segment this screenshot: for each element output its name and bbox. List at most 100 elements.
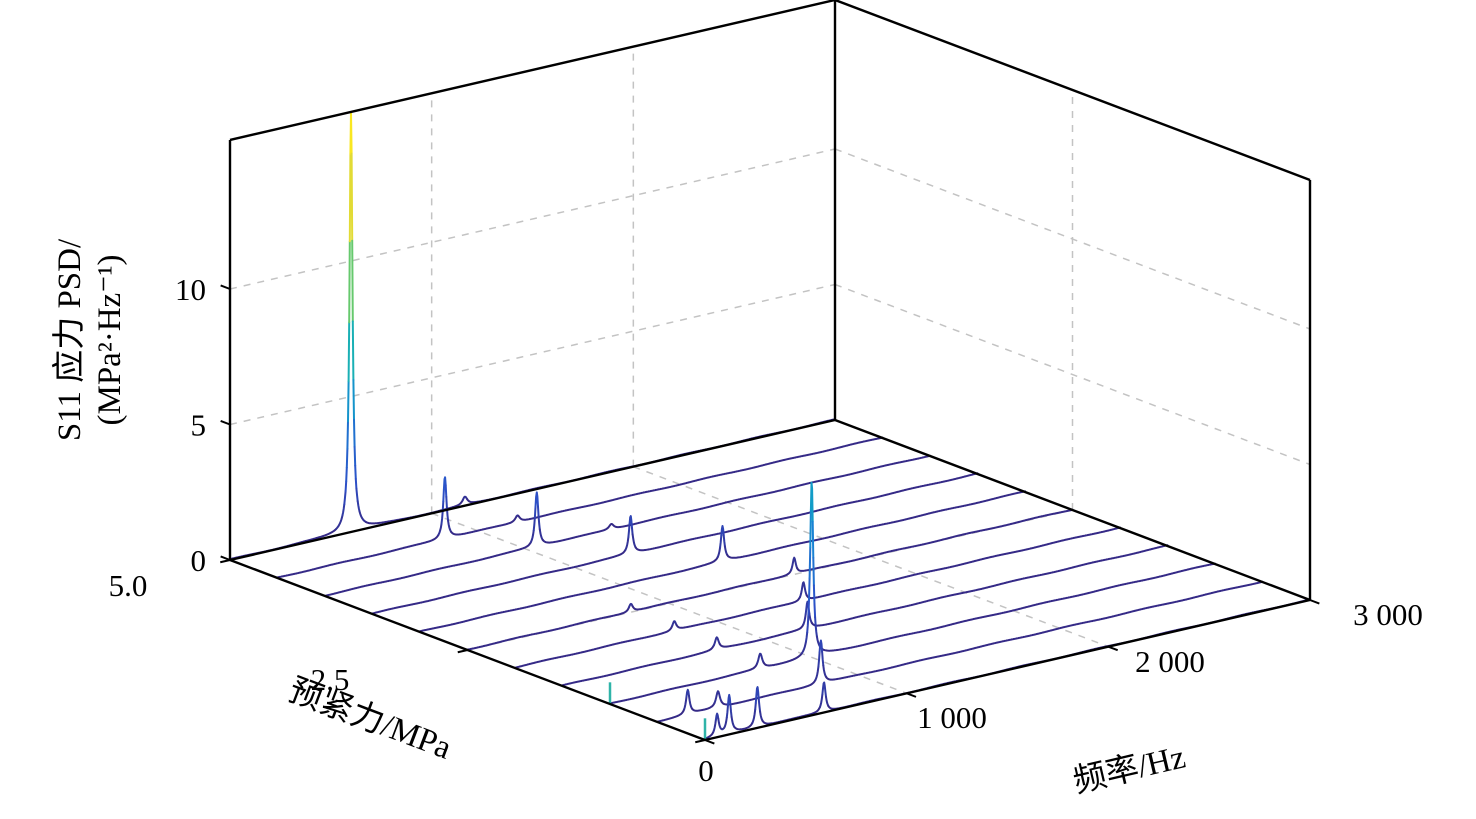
x-tick-label: 3 000 (1353, 597, 1423, 632)
trace-p5 (229, 528, 337, 561)
trace-p1 (812, 556, 815, 587)
box-edge (229, 0, 836, 142)
trace-p0.5 (822, 664, 828, 679)
x-axis-tick (906, 692, 917, 698)
trace-p5 (350, 152, 354, 242)
trace-p5 (461, 495, 469, 501)
trace-p5 (344, 480, 348, 493)
trace-p1 (805, 631, 809, 643)
trace-p5 (353, 445, 357, 467)
trace-p1 (820, 562, 1216, 652)
trace-p0 (717, 716, 728, 731)
trace-p0 (751, 708, 757, 725)
trace-p4.5 (517, 436, 884, 521)
x-tick-label: 2 000 (1135, 644, 1205, 679)
z-axis-tick (220, 555, 231, 561)
trace-p1 (807, 599, 810, 616)
trace-p0 (819, 693, 824, 708)
trace-p2 (675, 596, 801, 629)
box-edge (229, 418, 836, 562)
trace-p3.5 (631, 527, 634, 536)
trace-p4 (324, 541, 532, 597)
trace-p4 (529, 529, 535, 544)
trace-p3 (419, 556, 719, 633)
trace-p5 (349, 110, 353, 155)
x-tick-label: 0 (698, 753, 714, 788)
trace-p5 (352, 379, 355, 421)
trace-p3.5 (631, 533, 637, 549)
trace-p4.5 (440, 510, 444, 525)
trace-p1 (808, 577, 811, 602)
z-axis-tick (220, 284, 231, 290)
trace-p1 (813, 603, 817, 619)
trace-p4.5 (447, 519, 453, 533)
trace-p1 (814, 624, 818, 638)
trace-p5 (341, 503, 346, 517)
trace-p2 (671, 620, 678, 627)
trace-p5 (346, 420, 349, 450)
trace-p4.5 (445, 495, 448, 509)
y-tick-label: 2.5 (311, 662, 350, 697)
trace-p1.5 (808, 612, 813, 624)
trace-p2 (799, 581, 808, 598)
trace-p5 (353, 418, 356, 448)
trace-p1 (811, 520, 815, 559)
trace-p1.5 (810, 544, 1169, 627)
trace-p4.5 (450, 515, 518, 536)
trace-p1 (812, 584, 816, 606)
trace-p1.5 (802, 613, 807, 626)
trace-p0.5 (817, 651, 821, 668)
trace-p4.5 (437, 522, 443, 536)
box-edge (834, 0, 1311, 182)
trace-p2.5 (628, 602, 634, 609)
z-axis-tick (220, 420, 231, 426)
trace-p1 (806, 614, 810, 634)
z-tick-label: 10 (175, 272, 206, 307)
trace-p3 (723, 545, 729, 556)
trace-p2 (514, 624, 674, 669)
trace-p5 (354, 464, 357, 480)
trace-p5 (343, 490, 347, 506)
trace-p4.5 (276, 533, 440, 579)
x-axis-tick (1309, 599, 1320, 605)
trace-p0.5 (825, 580, 1264, 681)
trace-p4 (537, 515, 541, 531)
trace-p4.5 (442, 476, 447, 491)
trace-p1 (814, 616, 817, 627)
trace-p4 (534, 491, 539, 508)
trace-p1.5 (718, 623, 805, 648)
trace-p1.5 (712, 636, 721, 647)
z-axis-label-line2: (MPa²·Hz⁻¹) (92, 254, 129, 426)
trace-p0 (729, 703, 733, 718)
trace-p4 (537, 505, 540, 518)
trace-p0.5 (720, 679, 817, 706)
trace-p0 (821, 681, 827, 698)
trace-p3 (716, 546, 722, 559)
trace-p0.5 (683, 695, 688, 711)
x-tick-label: 1 000 (917, 700, 987, 735)
trace-p1 (809, 508, 812, 549)
z-tick-label: 5 (191, 408, 207, 443)
trace-p3 (726, 490, 1026, 559)
x-axis-tick (704, 739, 715, 745)
trace-p4 (541, 454, 931, 544)
y-axis-tick (695, 739, 706, 744)
trace-p0.5 (685, 688, 690, 698)
grid-line (834, 283, 1311, 466)
trace-p0.5 (656, 708, 686, 723)
trace-p5 (345, 447, 349, 469)
trace-p3 (720, 525, 725, 537)
trace-p3.5 (628, 515, 633, 529)
trace-p5 (347, 321, 351, 383)
trace-p1 (800, 640, 807, 655)
grid-line (229, 148, 836, 290)
trace-p0.5 (821, 650, 825, 667)
trace-p5 (348, 152, 352, 243)
trace-p0 (825, 695, 830, 708)
trace-p4.5 (442, 488, 445, 503)
trace-p0 (704, 730, 715, 740)
trace-p3.5 (634, 472, 979, 552)
trace-p1.5 (561, 644, 715, 687)
trace-p1 (762, 652, 803, 667)
